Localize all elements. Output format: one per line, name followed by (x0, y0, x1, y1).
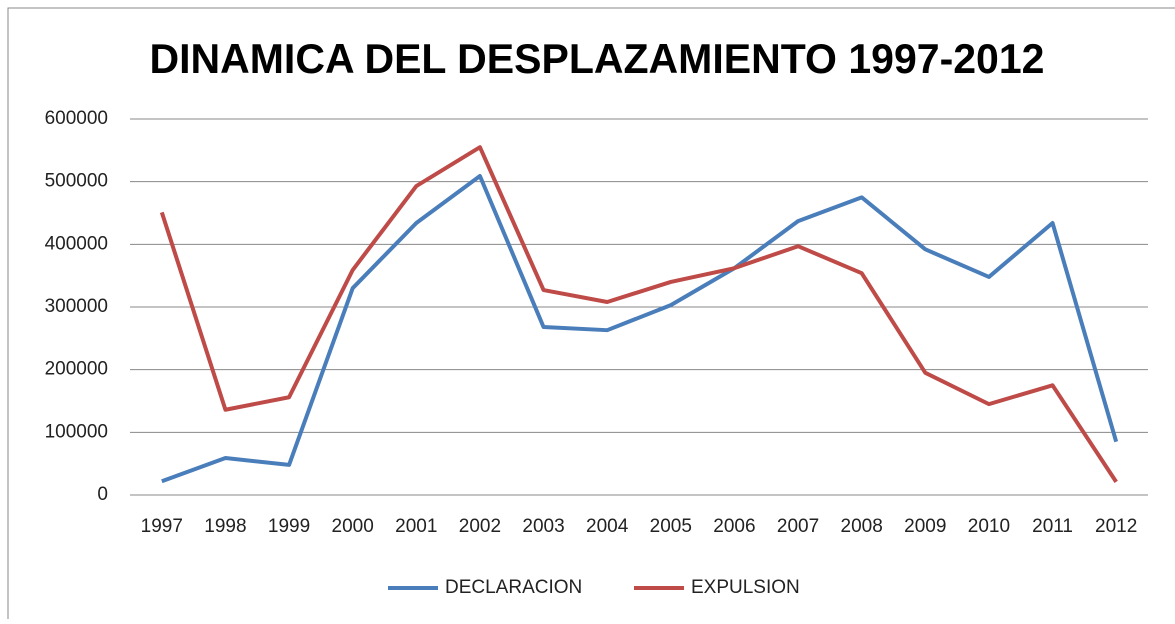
x-tick-label: 2012 (1095, 516, 1137, 537)
y-tick-label: 400000 (45, 233, 108, 254)
legend-label: EXPULSION (691, 577, 800, 598)
y-tick-label: 600000 (45, 108, 108, 129)
y-tick-label: 200000 (45, 359, 108, 380)
x-tick-label: 2010 (968, 516, 1010, 537)
chart-title: DINAMICA DEL DESPLAZAMIENTO 1997-2012 (150, 35, 1045, 82)
x-tick-label: 1999 (268, 516, 310, 537)
y-tick-label: 100000 (45, 421, 108, 442)
y-tick-label: 500000 (45, 171, 108, 192)
x-tick-label: 2000 (332, 516, 374, 537)
x-tick-label: 2008 (841, 516, 883, 537)
legend-label: DECLARACION (445, 577, 582, 598)
x-tick-label: 2004 (586, 516, 629, 537)
chart-frame (7, 7, 1175, 624)
x-tick-label: 2005 (650, 516, 692, 537)
x-tick-label: 2001 (395, 516, 437, 537)
x-tick-label: 1997 (141, 516, 183, 537)
data-line (159, 145, 1118, 483)
x-tick-label: 1998 (204, 516, 246, 537)
data-line (161, 174, 1119, 484)
x-tick-label: 2011 (1032, 516, 1073, 537)
x-tick-label: 2002 (459, 516, 501, 537)
x-tick-label: 2006 (713, 516, 755, 537)
x-tick-label: 2007 (777, 516, 819, 537)
y-tick-label: 0 (97, 484, 108, 505)
x-tick-label: 2009 (904, 516, 946, 537)
y-tick-label: 300000 (45, 296, 108, 317)
x-tick-label: 2003 (522, 516, 564, 537)
